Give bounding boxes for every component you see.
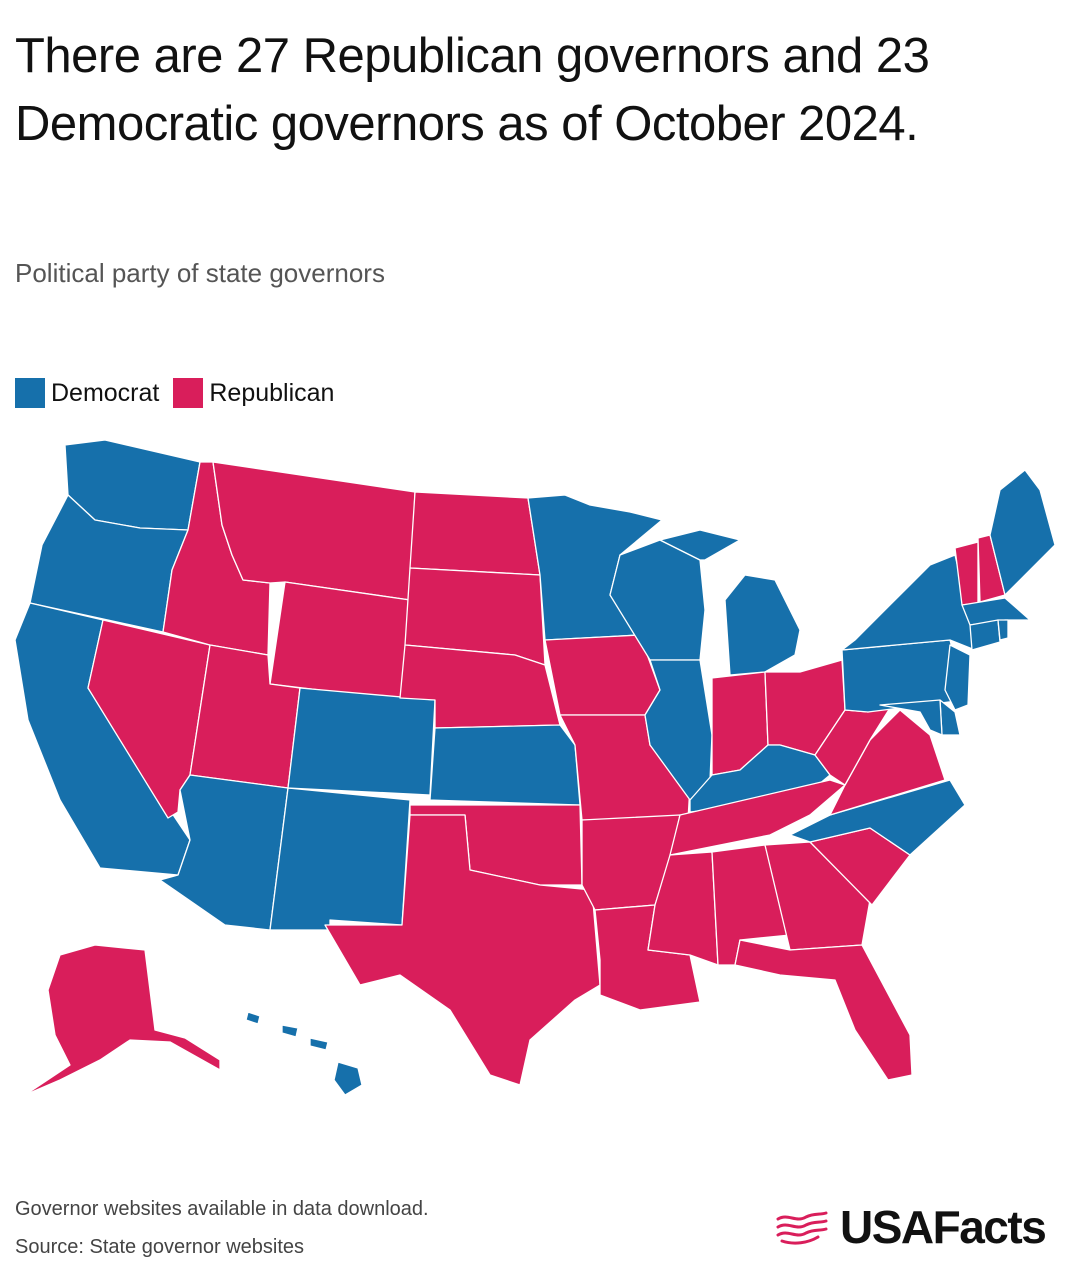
chart-title: There are 27 Republican governors and 23…: [15, 29, 930, 151]
usafacts-flag-icon: [776, 1211, 828, 1245]
state-CT[interactable]: [969, 619, 1001, 651]
legend-item-democrat: Democrat: [15, 378, 159, 408]
chart-subtitle: Political party of state governors: [15, 258, 385, 288]
legend: Democrat Republican: [15, 378, 348, 408]
state-CO[interactable]: [287, 687, 436, 796]
legend-swatch-republican: [173, 378, 204, 408]
state-TX[interactable]: [324, 814, 601, 1086]
us-state-map: [14, 439, 1056, 1096]
state-ME[interactable]: [989, 469, 1056, 596]
state-AK[interactable]: [24, 944, 221, 1096]
legend-item-republican: Republican: [173, 378, 334, 408]
state-MI[interactable]: [724, 574, 801, 676]
state-MI-upper[interactable]: [659, 529, 741, 561]
state-KS[interactable]: [429, 724, 581, 806]
footer-source: Source: State governor websites: [15, 1236, 305, 1258]
state-RI[interactable]: [997, 619, 1009, 641]
state-NY[interactable]: [841, 554, 976, 651]
state-FL[interactable]: [734, 939, 913, 1081]
brand-logo[interactable]: USAFacts: [774, 1200, 1047, 1254]
state-MA[interactable]: [961, 597, 1031, 626]
brand-name: USAFacts: [840, 1201, 1047, 1253]
state-ND[interactable]: [409, 491, 541, 576]
state-NJ[interactable]: [944, 644, 971, 711]
state-MD[interactable]: [879, 699, 943, 736]
state-HI[interactable]: [245, 1011, 363, 1096]
state-MT[interactable]: [212, 461, 416, 601]
state-NM[interactable]: [269, 787, 411, 931]
state-WY[interactable]: [269, 581, 411, 701]
legend-swatch-democrat: [15, 378, 45, 408]
legend-label-democrat: Democrat: [51, 378, 160, 407]
state-GA[interactable]: [764, 841, 871, 951]
legend-label-republican: Republican: [209, 378, 335, 407]
footer-note: Governor websites available in data down…: [15, 1198, 429, 1220]
